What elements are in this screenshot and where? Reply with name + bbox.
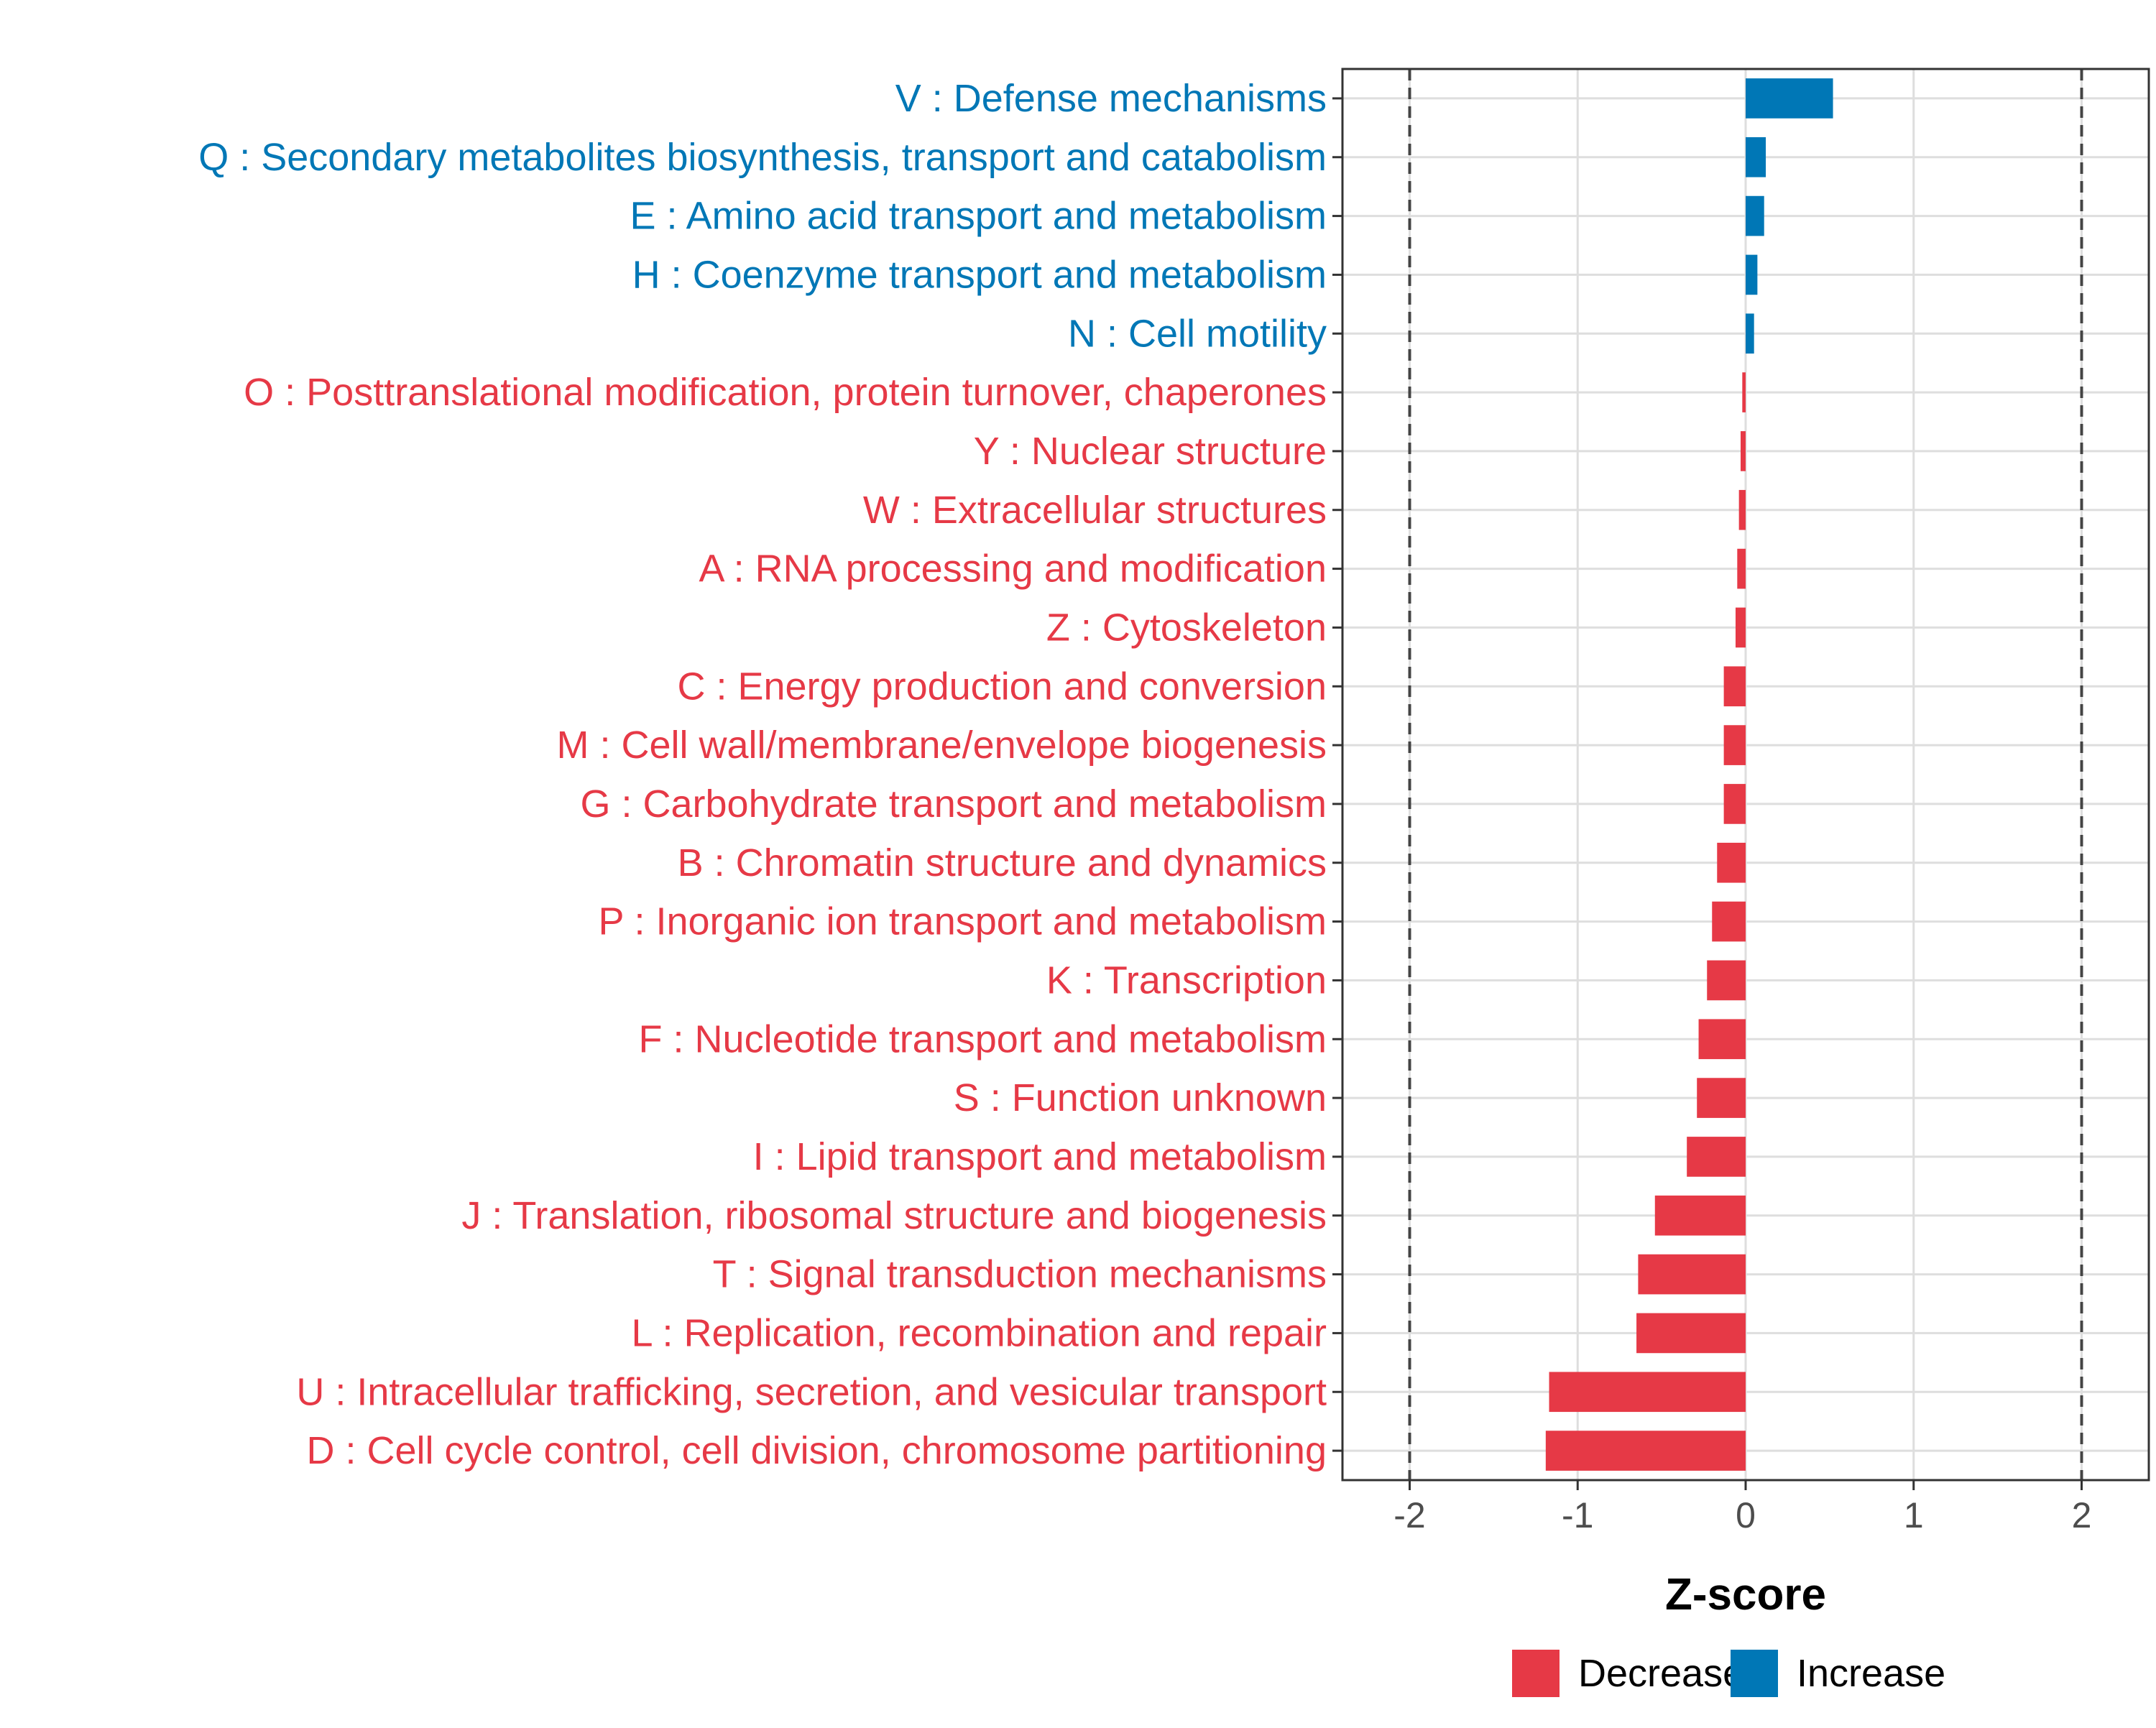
category-labels: V : Defense mechanisms Q : Secondary meta… [198,77,1327,1472]
x-axis-ticks: -2 -1 0 1 2 [1393,1480,2091,1535]
bars [1545,78,1833,1471]
bar [1737,548,1746,589]
category-label: S : Function unknown [954,1076,1327,1119]
x-axis-title: Z-score [1665,1570,1826,1620]
bar [1746,313,1754,354]
bar [1654,1195,1746,1236]
category-label: L : Replication, recombination and repai… [631,1311,1327,1354]
category-label: I : Lipid transport and metabolism [753,1135,1327,1178]
category-label: G : Carbohydrate transport and metabolis… [581,782,1327,826]
category-label: D : Cell cycle control, cell division, c… [306,1429,1327,1472]
category-label: H : Coenzyme transport and metabolism [632,253,1327,296]
bar [1746,195,1764,236]
x-tick-label: 1 [1904,1495,1924,1535]
x-tick-label: -2 [1393,1495,1425,1535]
bar [1723,784,1746,824]
bar [1746,78,1833,119]
bar [1712,901,1746,942]
bar [1698,1019,1746,1060]
bar [1697,1078,1746,1118]
bar [1636,1313,1746,1354]
bar [1549,1372,1746,1413]
category-label: N : Cell motility [1068,312,1327,355]
bar [1723,725,1746,765]
bar [1638,1254,1746,1295]
category-label: J : Translation, ribosomal structure and… [461,1194,1327,1237]
bar [1707,960,1746,1001]
category-label: M : Cell wall/membrane/envelope biogenes… [556,724,1327,767]
bar [1740,431,1746,471]
category-label: O : Posttranslational modification, prot… [244,371,1327,414]
x-tick-label: 0 [1736,1495,1756,1535]
legend: Decrease Increase [1512,1650,1945,1697]
x-tick-label: 2 [2072,1495,2092,1535]
bar [1738,489,1746,530]
bar [1723,666,1746,707]
category-label: F : Nucleotide transport and metabolism [639,1017,1327,1061]
category-label: T : Signal transduction mechanisms [713,1253,1327,1296]
x-tick-label: -1 [1562,1495,1593,1535]
category-label: V : Defense mechanisms [895,77,1327,120]
category-label: C : Energy production and conversion [677,665,1327,708]
category-label: W : Extracellular structures [863,489,1327,532]
category-label: Q : Secondary metabolites biosynthesis, … [198,136,1327,179]
bar [1545,1431,1746,1471]
category-label: A : RNA processing and modification [699,547,1327,591]
category-label: E : Amino acid transport and metabolism [630,195,1327,238]
category-label: P : Inorganic ion transport and metaboli… [598,900,1327,943]
bar [1746,137,1766,177]
legend-label-increase: Increase [1797,1652,1945,1695]
bar [1742,372,1746,412]
reference-lines [1408,69,2083,1480]
legend-swatch-decrease [1512,1650,1560,1697]
category-label: Y : Nuclear structure [974,430,1327,473]
category-label: K : Transcription [1046,958,1327,1002]
category-label: U : Intracellular trafficking, secretion… [296,1370,1327,1413]
bar [1735,607,1746,648]
category-label: Z : Cytoskeleton [1046,606,1327,649]
y-axis-ticks [1332,97,1342,1452]
bar [1717,842,1746,883]
bar [1746,254,1758,295]
legend-label-decrease: Decrease [1578,1652,1744,1695]
category-label: B : Chromatin structure and dynamics [678,841,1327,884]
bar [1687,1137,1746,1177]
legend-swatch-increase [1731,1650,1778,1697]
